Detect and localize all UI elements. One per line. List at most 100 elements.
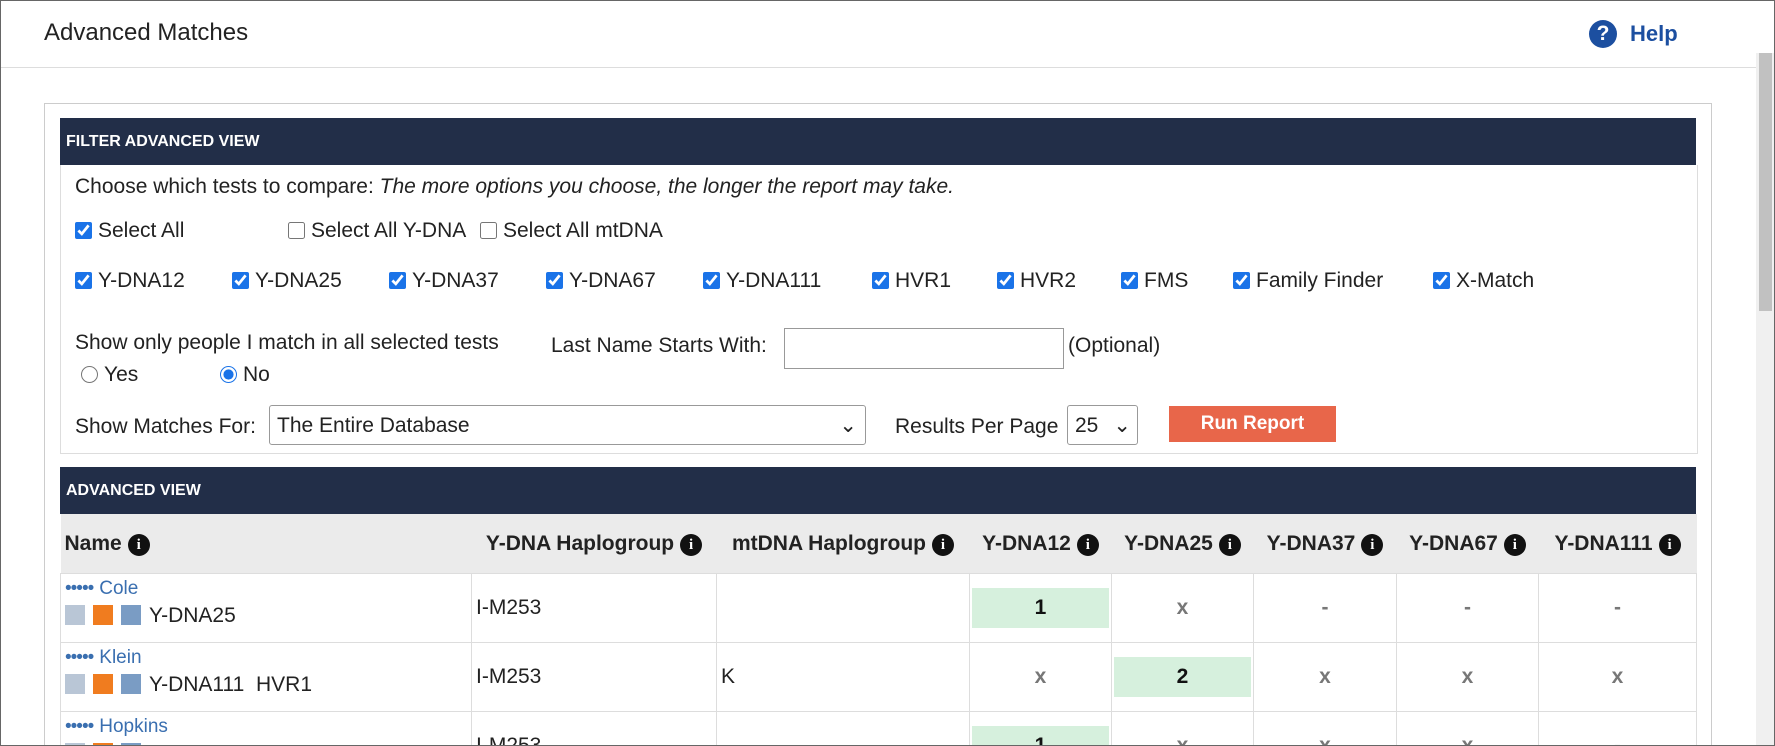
no-match: x [1611,665,1624,688]
match-name[interactable]: Cole [99,578,139,599]
no-match: x [1461,665,1474,688]
test-option[interactable]: Family Finder [1233,269,1383,293]
label: HVR1 [895,269,952,292]
tests-line: Y-DNA25 [65,604,471,628]
radio-option[interactable]: Yes [81,363,138,387]
checkbox[interactable] [1433,272,1450,289]
scrollbar[interactable] [1756,53,1774,745]
value: The Entire Database [277,414,470,437]
icon[interactable] [121,674,141,694]
name-line: ••••• Klein [65,647,471,669]
ydna: I-M253 [476,734,542,746]
checkbox[interactable] [389,272,406,289]
label: FMS [1144,269,1189,292]
column-header: Name i [60,514,472,574]
checkbox[interactable] [288,222,305,239]
icon[interactable] [65,605,85,625]
info-icon[interactable]: i [932,533,955,556]
checkbox[interactable] [75,272,92,289]
icon[interactable] [65,674,85,694]
test-option[interactable]: HVR2 [997,269,1076,293]
test-option[interactable]: HVR1 [872,269,951,293]
label: Select All Y-DNA [311,219,467,242]
checkbox[interactable] [703,272,720,289]
run-report-button[interactable]: Run Report [1169,406,1336,442]
results-select[interactable]: 25 ⌄ [1067,405,1138,445]
column-header: Y-DNA Haplogroup i [471,514,717,574]
select-all-mtdna[interactable]: Select All mtDNA [480,219,663,243]
ydna-cell: I-M253 [471,711,717,746]
result-cell: 2 [1111,642,1254,712]
info-icon[interactable]: i [127,533,150,556]
radio-option[interactable]: No [220,363,270,387]
icon[interactable] [121,743,141,745]
advanced-table: Name i Y-DNA Haplogroup i mtDNA Haplogroup i Y… [60,514,1697,746]
last-name-label: Last Name Starts With: [551,334,767,357]
checkbox[interactable] [546,272,563,289]
test-option[interactable]: Y-DNA25 [232,269,342,293]
icon[interactable] [93,674,113,694]
column-header: Y-DNA25 i [1111,514,1254,574]
column-title: Y-DNA Haplogroup [485,531,675,555]
column-header: Y-DNA67 i [1396,514,1539,574]
label: Y-DNA111 [726,269,822,292]
test-option[interactable]: FMS [1121,269,1188,293]
value: 25 [1075,414,1099,437]
result-cell: x [1396,711,1539,745]
no-match: - [1614,734,1621,746]
header [1,1,1774,68]
column-header: Y-DNA12 i [969,514,1112,574]
test-option[interactable]: Y-DNA67 [546,269,656,293]
radio[interactable] [220,366,237,383]
last-name-input[interactable] [784,328,1064,369]
match-name[interactable]: Klein [99,647,142,668]
checkbox[interactable] [1233,272,1250,289]
mtdna-cell: K [716,642,970,712]
label: Y-DNA37 [412,269,499,292]
column-title: Y-DNA111 [1554,531,1653,555]
row: ••••• Hopkins I-M253 1 x x x - [60,711,1697,746]
icon[interactable] [93,743,113,745]
checkbox[interactable] [872,272,889,289]
dots: ••••• [65,716,94,737]
help-icon[interactable]: ? [1589,20,1617,48]
show-matches-select[interactable]: The Entire Database ⌄ [269,405,866,445]
result-cell: x [969,642,1112,712]
result-cell: x [1396,642,1539,712]
no-match: x [1176,734,1189,746]
checkbox[interactable] [997,272,1014,289]
column-title: Name [64,531,122,555]
select-all[interactable]: Select All [75,219,184,243]
checkbox[interactable] [75,222,92,239]
help-link[interactable]: Help [1630,21,1678,46]
checkbox[interactable] [232,272,249,289]
icon[interactable] [121,605,141,625]
match-name[interactable]: Hopkins [99,716,168,737]
match-count: 1 [972,726,1109,745]
info-icon[interactable]: i [1218,533,1241,556]
ydna-cell: I-M253 [471,573,717,643]
checkbox[interactable] [480,222,497,239]
test-option[interactable]: Y-DNA111 [703,269,821,293]
dots: ••••• [65,578,94,599]
result-cell: - [1538,711,1697,746]
info-icon[interactable]: i [1361,533,1384,556]
info-icon[interactable]: i [1076,533,1099,556]
panel [44,103,1712,745]
row: ••••• Cole Y-DNA25 I-M253 1 x - - - [60,573,1697,643]
test-option[interactable]: Y-DNA37 [389,269,499,293]
icon[interactable] [93,605,113,625]
test-option[interactable]: Y-DNA12 [75,269,185,293]
info-icon[interactable]: i [1658,533,1681,556]
icon[interactable] [65,743,85,745]
ydna-cell: I-M253 [471,642,717,712]
checkbox[interactable] [1121,272,1138,289]
radio[interactable] [81,366,98,383]
info-icon[interactable]: i [680,533,703,556]
tests: Y-DNA25 [149,604,236,627]
label: Y-DNA25 [255,269,342,292]
name-cell: ••••• Klein Y-DNA111 HVR1 [60,642,472,712]
test-option[interactable]: X-Match [1433,269,1534,293]
info-icon[interactable]: i [1503,533,1526,556]
select-all-ydna[interactable]: Select All Y-DNA [288,219,466,243]
